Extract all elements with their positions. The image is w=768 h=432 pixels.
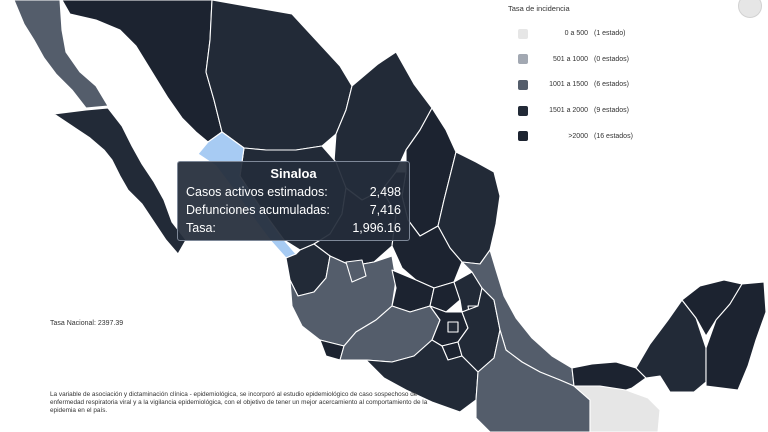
tooltip-row: Defunciones acumuladas: 7,416 — [186, 201, 401, 219]
state-queretaro[interactable] — [429, 281, 461, 313]
legend-count: (0 estados) — [594, 55, 630, 63]
legend-count: (9 estados) — [594, 107, 630, 115]
legend-swatch — [518, 28, 528, 39]
legend-item: 501 a 1000 (0 estados) — [506, 47, 736, 73]
legend-count: (1 estado) — [594, 30, 626, 38]
legend-item: >2000 (16 estados) — [506, 123, 736, 149]
legend-count: (6 estados) — [594, 81, 630, 89]
state-tabasco[interactable] — [571, 361, 647, 391]
state-guerrero[interactable] — [365, 339, 479, 413]
state-tooltip: Sinaloa Casos activos estimados: 2,498 D… — [177, 161, 410, 241]
state-baja-california[interactable] — [13, 0, 109, 109]
legend-count: (16 estados) — [594, 132, 633, 140]
legend-swatch — [518, 79, 528, 90]
legend-item: 1501 a 2000 (9 estados) — [506, 98, 736, 124]
legend: Tasa de incidencia 0 a 500 (1 estado) 50… — [506, 4, 736, 149]
tooltip-label: Casos activos estimados: — [186, 185, 328, 199]
legend-swatch — [518, 54, 528, 65]
close-icon[interactable] — [738, 0, 762, 18]
legend-item: 1001 a 1500 (6 estados) — [506, 72, 736, 98]
tooltip-label: Defunciones acumuladas: — [186, 203, 330, 217]
state-aguascalientes[interactable] — [345, 259, 367, 283]
footnote: La variable de asociación y dictaminació… — [50, 391, 428, 415]
legend-swatch — [518, 105, 528, 116]
legend-swatch — [518, 131, 528, 142]
legend-title: Tasa de incidencia — [508, 4, 570, 13]
tooltip-value: 2,498 — [369, 185, 401, 199]
legend-range: >2000 — [568, 132, 588, 140]
tooltip-row: Casos activos estimados: 2,498 — [186, 183, 401, 201]
legend-item: 0 a 500 (1 estado) — [506, 21, 736, 47]
state-baja-california-sur[interactable] — [53, 107, 187, 255]
tooltip-label: Tasa: — [186, 221, 216, 235]
state-quintana-roo[interactable] — [705, 281, 767, 391]
tooltip-value: 7,416 — [369, 203, 401, 217]
state-chihuahua[interactable] — [205, 0, 353, 151]
legend-range: 501 a 1000 — [552, 55, 588, 63]
legend-range: 1001 a 1500 — [549, 81, 588, 89]
state-oaxaca[interactable] — [475, 329, 591, 432]
legend-range: 1501 a 2000 — [549, 107, 588, 115]
tooltip-value: 1,996.16 — [352, 221, 401, 235]
tooltip-state-name: Sinaloa — [270, 166, 317, 181]
tooltip-row: Tasa: 1,996.16 — [186, 219, 401, 237]
legend-range: 0 a 500 — [564, 30, 588, 38]
tasa-nacional: Tasa Nacional: 2397.39 — [50, 320, 124, 327]
state-ciudad-de-mexico[interactable] — [447, 321, 459, 333]
